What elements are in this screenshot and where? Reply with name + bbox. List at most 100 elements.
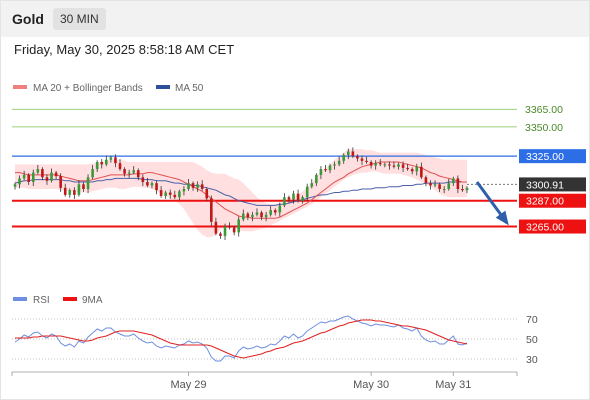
candle-body	[452, 178, 455, 184]
candle-body	[392, 165, 396, 167]
ma50-line	[14, 177, 467, 206]
candle-body	[383, 164, 387, 166]
candle-body	[59, 176, 62, 188]
candle-body	[36, 169, 40, 173]
candle-body	[292, 193, 295, 200]
candle-body	[465, 187, 469, 191]
rsi-ma-line	[15, 319, 468, 359]
candle-body	[228, 226, 231, 228]
level-tag-4	[519, 219, 586, 234]
candle-body	[223, 226, 227, 236]
candle-body	[232, 227, 236, 233]
candle-body	[241, 213, 245, 220]
candle-body	[461, 189, 464, 191]
candle-body	[406, 167, 409, 170]
candle-body	[123, 169, 126, 174]
candle-body	[182, 189, 186, 192]
candle-body	[315, 174, 318, 184]
chart-header: Gold 30 MIN	[1, 1, 589, 37]
candle-body	[283, 197, 286, 206]
candle-body	[127, 172, 131, 174]
plot-area: 3365.00 3350.00 3325.00 3287.00 3265.00 3300.…	[11, 104, 586, 391]
candle-body	[251, 214, 254, 218]
candle-body	[369, 162, 373, 166]
candle-body	[264, 214, 268, 218]
candle-body	[63, 187, 67, 195]
x-tick-label: May 30	[353, 379, 389, 391]
candle-body	[73, 190, 76, 195]
candle-body	[118, 163, 122, 170]
candle-body	[18, 178, 21, 185]
candle-body	[328, 165, 332, 171]
candle-body	[433, 184, 437, 186]
level-tag-2	[519, 149, 586, 164]
level-tag-3	[519, 193, 586, 208]
candle-body	[45, 177, 49, 181]
candle-body	[168, 192, 172, 195]
x-tick-label: May 31	[435, 379, 471, 391]
candle-body	[54, 172, 58, 177]
symbol-label: Gold	[12, 11, 44, 27]
candle-body	[360, 158, 364, 161]
chart-svg: MA 20 + Bollinger Bands MA 50 RSI 9MA 33…	[11, 83, 586, 391]
candle-body	[200, 184, 204, 189]
candle-body	[219, 233, 222, 236]
legend-swatch-ma20	[13, 85, 27, 89]
candle-body	[159, 190, 163, 197]
candle-body	[420, 166, 423, 178]
candle-body	[214, 221, 218, 234]
legend-swatch-ma50	[156, 85, 170, 89]
candle-body	[22, 174, 26, 179]
current-price-label: 3300.91	[526, 179, 564, 191]
candle-body	[187, 183, 190, 189]
candle-body	[342, 154, 346, 161]
candle-body	[146, 181, 149, 186]
interval-badge[interactable]: 30 MIN	[53, 8, 106, 30]
current-price-tag	[519, 177, 586, 192]
candle-body	[196, 184, 199, 188]
rsi-tick-label: 70	[526, 314, 538, 326]
candle-body	[178, 191, 181, 198]
candle-body	[410, 169, 414, 172]
candle-body	[442, 189, 446, 190]
candle-body	[164, 192, 167, 197]
candle-body	[246, 213, 250, 218]
candle-body	[95, 162, 99, 170]
legend-label-ma20: MA 20 + Bollinger Bands	[33, 83, 143, 94]
candle-body	[301, 197, 304, 201]
candle-body	[287, 197, 291, 200]
candle-body	[100, 162, 104, 165]
candle-body	[155, 183, 158, 191]
candle-body	[260, 212, 263, 218]
legend-label-9ma: 9MA	[82, 295, 103, 306]
level-label-0: 3365.00	[525, 104, 563, 116]
candle-body	[150, 183, 154, 186]
candle-body	[351, 151, 355, 157]
datetime-label: Friday, May 30, 2025 8:58:18 AM CET	[14, 42, 235, 57]
legend-label-ma50: MA 50	[175, 83, 204, 94]
candle-body	[86, 177, 90, 189]
rsi-tick-label: 30	[526, 354, 538, 366]
candle-body	[77, 184, 81, 195]
candle-body	[109, 157, 113, 160]
candle-body	[191, 183, 195, 188]
level-label-3: 3287.00	[526, 196, 564, 208]
candle-body	[114, 157, 117, 164]
projection-arrow-head	[495, 210, 509, 226]
candle-body	[424, 177, 428, 184]
main-legend: MA 20 + Bollinger Bands MA 50	[13, 83, 204, 94]
candle-body	[50, 172, 53, 181]
candle-body	[456, 178, 460, 189]
candle-body	[429, 183, 432, 186]
candle-body	[269, 210, 272, 215]
candle-body	[401, 164, 405, 168]
candle-body	[305, 186, 309, 198]
rsi-tick-label: 50	[526, 334, 538, 346]
candle-body	[388, 164, 391, 166]
candle-body	[378, 163, 382, 165]
legend-swatch-rsi	[13, 297, 27, 301]
candle-body	[415, 166, 419, 172]
candle-body	[255, 212, 259, 215]
candle-body	[324, 169, 327, 171]
